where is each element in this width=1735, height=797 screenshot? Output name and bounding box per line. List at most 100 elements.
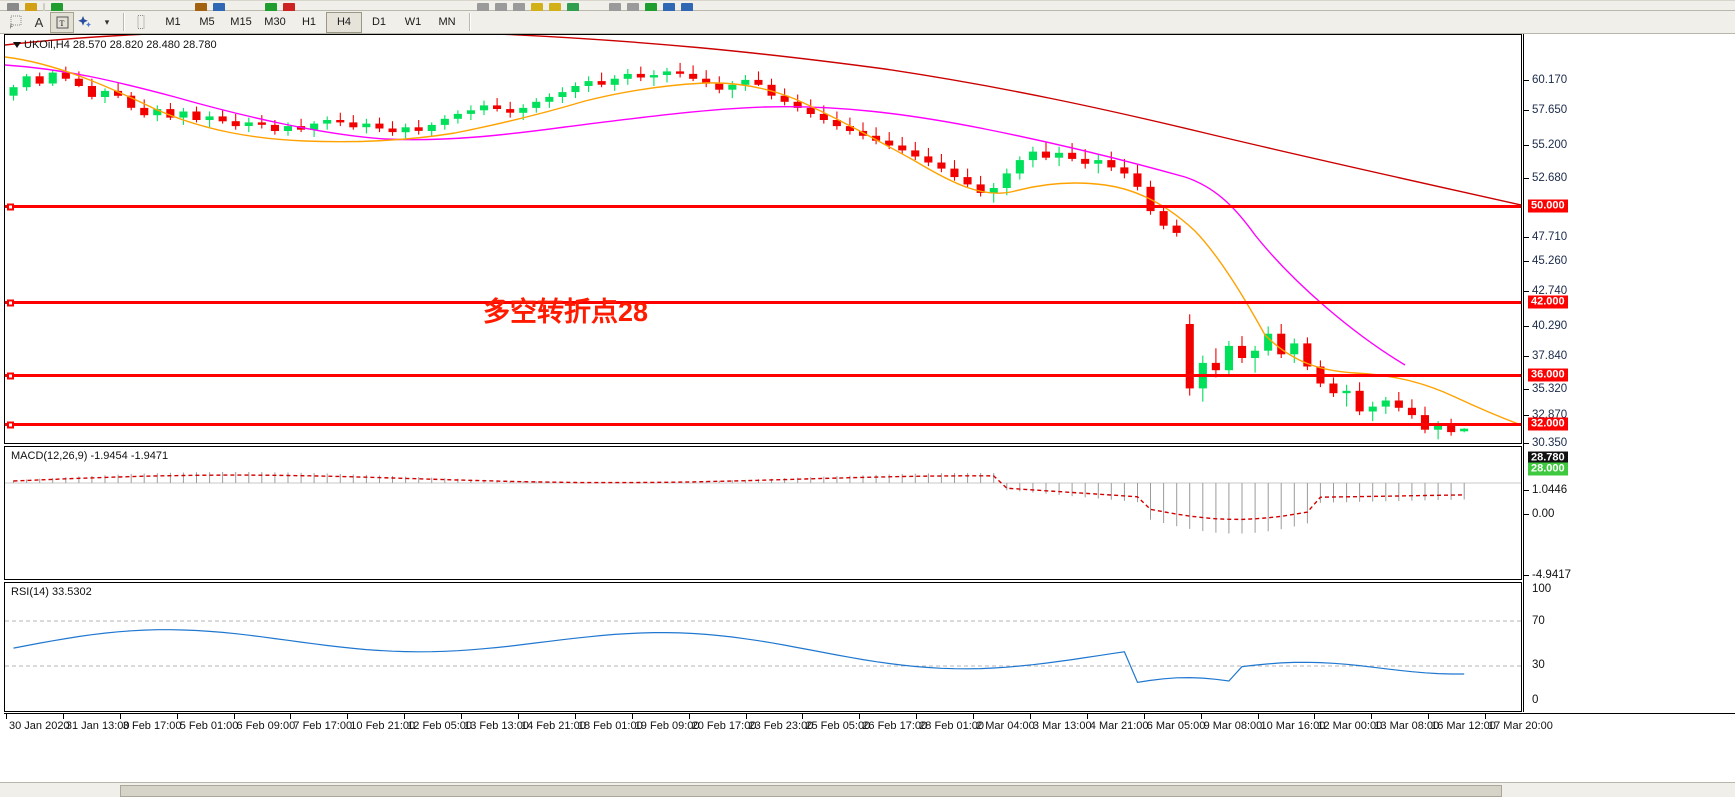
chart-annotation-text[interactable]: 多空转折点28 <box>483 297 649 327</box>
price-level-tag-28-780[interactable]: 28.780 <box>1528 451 1568 465</box>
rsi-tick-label: 0 <box>1532 694 1539 706</box>
price-tick <box>1523 415 1529 416</box>
price-level-tag-50-000[interactable]: 50.000 <box>1528 199 1568 213</box>
scrollbar-thumb[interactable] <box>120 785 1502 797</box>
time-axis-label: 2 Mar 04:00 <box>976 720 1035 732</box>
chart-bar-icon[interactable] <box>7 3 19 12</box>
time-axis-label: 23 Feb 23:00 <box>748 720 814 732</box>
chart-area[interactable]: UKOil,H4 28.570 28.820 28.480 28.780 <box>0 34 1735 763</box>
data-window-icon[interactable] <box>567 3 579 12</box>
price-axis[interactable]: 60.170 57.650 55.200 52.680 47.710 45.260 42.7… <box>1523 34 1735 712</box>
ruler-icon <box>137 15 145 29</box>
timeframe-d1[interactable]: D1 <box>362 13 396 32</box>
time-axis[interactable]: 30 Jan 2020 31 Jan 13:00 3 Feb 17:00 5 Feb … <box>4 713 1735 738</box>
ma-fast-path <box>5 56 1521 426</box>
stop-icon[interactable] <box>283 3 295 12</box>
level-anchor-42[interactable] <box>7 299 14 306</box>
label-tool-button[interactable]: T <box>50 11 74 33</box>
time-tick <box>631 714 633 719</box>
candle-chart-icon[interactable] <box>495 3 507 12</box>
ohlc-icon[interactable] <box>627 3 639 12</box>
svg-text:F: F <box>10 25 13 30</box>
period-icon[interactable] <box>663 3 675 12</box>
window-icon[interactable] <box>213 3 225 12</box>
rsi-tick-label: 30 <box>1532 659 1545 671</box>
level-line-42[interactable] <box>5 301 1521 304</box>
macd-tick-label: 1.0446 <box>1532 484 1568 496</box>
price-tick <box>1523 237 1529 238</box>
toolbar-top-row[interactable] <box>0 0 1735 12</box>
timeframe-w1[interactable]: W1 <box>396 13 430 32</box>
grid-icon[interactable] <box>609 3 621 12</box>
time-tick <box>119 714 121 719</box>
time-axis-label: 13 Feb 13:00 <box>464 720 529 732</box>
timeframe-h4[interactable]: H4 <box>326 11 362 33</box>
zoom-icon[interactable] <box>25 3 37 12</box>
play-icon[interactable] <box>265 3 277 12</box>
time-axis-label: 30 Jan 2020 <box>9 720 70 732</box>
timeframe-w1-label: W1 <box>404 16 422 28</box>
price-tick-label: 55.200 <box>1532 139 1568 151</box>
toolbar-drawing-row[interactable]: F A T ▾ M1 M5 M15 <box>0 11 1735 34</box>
macd-tick-label: -4.9417 <box>1532 569 1572 581</box>
timeframe-mn[interactable]: MN <box>430 13 464 32</box>
price-level-tag-36-000[interactable]: 36.000 <box>1528 368 1568 382</box>
price-tick-label: 47.710 <box>1532 231 1568 243</box>
time-axis-label: 9 Mar 08:00 <box>1203 720 1263 732</box>
bar-chart-icon[interactable] <box>477 3 489 12</box>
separator-icon <box>43 3 45 12</box>
templates-button[interactable] <box>74 13 96 32</box>
time-tick <box>1371 714 1373 719</box>
templates-dropdown-button[interactable]: ▾ <box>96 13 118 32</box>
timeframe-h1[interactable]: H1 <box>292 13 326 32</box>
zoom-out-icon[interactable] <box>549 3 561 12</box>
timeframe-h4-label: H4 <box>336 16 352 28</box>
time-axis-label: 6 Mar 05:00 <box>1146 720 1206 732</box>
template-icon[interactable] <box>681 3 693 12</box>
time-axis-label: 7 Feb 17:00 <box>293 720 353 732</box>
price-level-tag-28-000[interactable]: 28.000 <box>1528 462 1568 476</box>
price-level-tag-42-000[interactable]: 42.000 <box>1528 295 1568 309</box>
price-level-tag-32-000[interactable]: 32.000 <box>1528 417 1568 431</box>
axis-divider <box>1523 34 1524 712</box>
sparkle-icon <box>78 16 91 28</box>
price-panel[interactable]: UKOil,H4 28.570 28.820 28.480 28.780 <box>4 34 1522 444</box>
indicator-icon[interactable] <box>645 3 657 12</box>
time-axis-label: 6 Feb 09:00 <box>236 720 296 732</box>
time-tick <box>574 714 576 719</box>
rsi-title: RSI(14) 33.5302 <box>11 586 92 598</box>
time-axis-label: 13 Mar 08:00 <box>1374 720 1440 732</box>
timeframe-m15[interactable]: M15 <box>224 13 258 32</box>
horizontal-scrollbar[interactable] <box>0 782 1735 797</box>
price-tick <box>1523 443 1529 444</box>
macd-tick <box>1523 514 1529 515</box>
new-order-icon[interactable] <box>51 3 63 12</box>
timeframe-m5[interactable]: M5 <box>190 13 224 32</box>
text-tool-button[interactable]: A <box>28 13 50 32</box>
crosshair-tool-button[interactable]: F <box>6 13 28 32</box>
chart-menu-chevron-icon[interactable] <box>13 42 21 48</box>
level-anchor-32[interactable] <box>7 421 14 428</box>
rsi-panel[interactable]: RSI(14) 33.5302 <box>4 582 1522 712</box>
chevron-down-icon: ▾ <box>104 16 110 27</box>
level-line-50[interactable] <box>5 205 1521 208</box>
time-axis-label: 17 Mar 20:00 <box>1488 720 1553 732</box>
macd-panel[interactable]: MACD(12,26,9) -1.9454 -1.9471 <box>4 446 1522 580</box>
time-axis-label: 12 Mar 00:00 <box>1317 720 1383 732</box>
line-chart-icon[interactable] <box>513 3 525 12</box>
timeframe-m1[interactable]: M1 <box>156 13 190 32</box>
expert-advisor-icon[interactable] <box>195 3 207 12</box>
level-line-36[interactable] <box>5 374 1521 377</box>
price-tick <box>1523 145 1529 146</box>
time-axis-label: 20 Feb 17:00 <box>691 720 757 732</box>
level-line-32[interactable] <box>5 423 1521 426</box>
macd-signal-line <box>13 474 1465 521</box>
rsi-tick-label: 100 <box>1532 583 1552 595</box>
time-tick <box>1257 714 1259 719</box>
level-anchor-36[interactable] <box>7 372 14 379</box>
level-anchor-50[interactable] <box>7 203 14 210</box>
zoom-in-icon[interactable] <box>531 3 543 12</box>
label-icon: T <box>56 16 68 28</box>
scale-tool-button[interactable] <box>130 13 152 32</box>
timeframe-m30[interactable]: M30 <box>258 13 292 32</box>
